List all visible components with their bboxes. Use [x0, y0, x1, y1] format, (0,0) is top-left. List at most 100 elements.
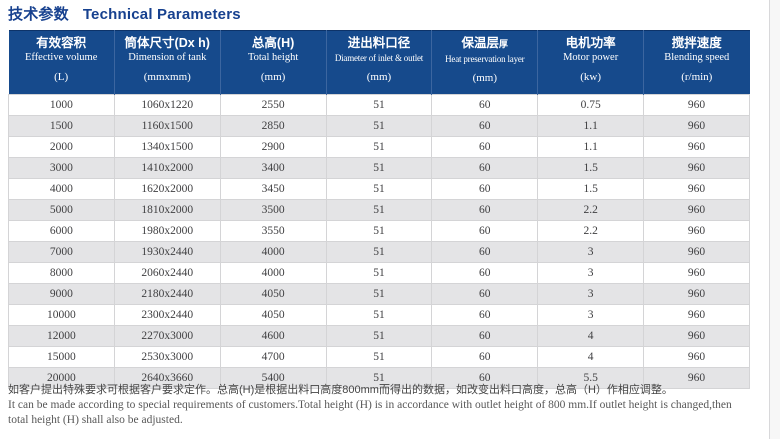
table-cell: 960 [643, 325, 750, 347]
column-header-en: Effective volume [24, 52, 98, 63]
table-cell: 60 [431, 283, 539, 305]
table-cell: 60 [431, 241, 539, 263]
table-cell: 51 [325, 136, 433, 158]
table-cell: 51 [325, 178, 433, 200]
table-cell: 4000 [219, 262, 327, 284]
table-cell: 1620x2000 [113, 178, 221, 200]
table-header-row: 有效容积 Effective volume (L) 筒体尺寸(Dx h) Dimensi… [8, 30, 750, 95]
column-header: 有效容积 Effective volume (L) [8, 30, 115, 95]
table-cell: 960 [643, 367, 750, 389]
table-cell: 60 [431, 304, 539, 326]
table-cell: 960 [643, 115, 750, 137]
column-header-unit: (mm) [366, 71, 392, 83]
table-cell: 4000 [219, 241, 327, 263]
table-cell: 10000 [8, 304, 115, 326]
table-cell: 1340x1500 [113, 136, 221, 158]
footer-notes: 如客户提出特殊要求可根据客户要求定作。总高(H)是根据出料口高度800mm而得出… [8, 383, 756, 428]
table-cell: 3450 [219, 178, 327, 200]
column-header-zh-suffix: 厚 [499, 39, 509, 49]
table-cell: 3 [537, 304, 645, 326]
table-cell: 60 [431, 262, 539, 284]
table-cell: 51 [325, 283, 433, 305]
table-cell: 1.1 [537, 115, 645, 137]
table-row: 12000 2270x3000 4600 51 60 4 960 [8, 325, 750, 347]
table-cell: 1.5 [537, 157, 645, 179]
footer-note-en-line1: It can be made according to special requ… [8, 399, 732, 411]
table-row: 1500 1160x1500 2850 51 60 1.1 960 [8, 115, 750, 137]
table-cell: 2850 [219, 115, 327, 137]
column-header: 搅拌速度 Blending speed (r/min) [643, 30, 750, 95]
table-cell: 8000 [8, 262, 115, 284]
column-header-zh: 筒体尺寸(Dx h) [124, 36, 210, 50]
table-cell: 1160x1500 [113, 115, 221, 137]
table-cell: 1930x2440 [113, 241, 221, 263]
table-cell: 5000 [8, 199, 115, 221]
table-row: 2000 1340x1500 2900 51 60 1.1 960 [8, 136, 750, 158]
column-header-zh: 电机功率 [565, 36, 616, 50]
table-cell: 2000 [8, 136, 115, 158]
page-title-en: Technical Parameters [82, 6, 241, 23]
table-cell: 4 [537, 325, 645, 347]
table-cell: 960 [643, 157, 750, 179]
table-cell: 51 [325, 325, 433, 347]
table-cell: 1.1 [537, 136, 645, 158]
table-cell: 2550 [219, 94, 327, 116]
table-cell: 20000 [8, 367, 115, 389]
table-cell: 1.5 [537, 178, 645, 200]
table-cell: 960 [643, 262, 750, 284]
table-cell: 3 [537, 283, 645, 305]
table-row: 4000 1620x2000 3450 51 60 1.5 960 [8, 178, 750, 200]
table-cell: 2640x3660 [113, 367, 221, 389]
table-cell: 51 [325, 220, 433, 242]
table-cell: 4000 [8, 178, 115, 200]
technical-parameters-table: 有效容积 Effective volume (L) 筒体尺寸(Dx h) Dimensi… [8, 30, 750, 389]
table-cell: 2270x3000 [113, 325, 221, 347]
table-cell: 1810x2000 [113, 199, 221, 221]
column-header-en: Blending speed [664, 52, 730, 63]
table-body: 1000 1060x1220 2550 51 60 0.75 960 1500 1160x150… [8, 94, 750, 389]
column-header: 电机功率 Motor power (kw) [537, 30, 645, 95]
column-header: 筒体尺寸(Dx h) Dimension of tank (mmxmm) [114, 30, 221, 95]
table-cell: 5.5 [537, 367, 645, 389]
table-cell: 51 [325, 199, 433, 221]
table-cell: 4050 [219, 283, 327, 305]
table-cell: 1060x1220 [113, 94, 221, 116]
table-cell: 1500 [8, 115, 115, 137]
table-cell: 0.75 [537, 94, 645, 116]
table-cell: 4700 [219, 346, 327, 368]
table-cell: 6000 [8, 220, 115, 242]
table-cell: 60 [431, 325, 539, 347]
table-cell: 60 [431, 136, 539, 158]
column-header-unit: (L) [54, 71, 69, 83]
table-cell: 51 [325, 367, 433, 389]
table-cell: 2.2 [537, 220, 645, 242]
column-header-en: Diameter of inlet & outlet [334, 53, 424, 63]
table-cell: 3000 [8, 157, 115, 179]
column-header-unit: (kw) [580, 71, 602, 83]
table-cell: 60 [431, 367, 539, 389]
table-row: 6000 1980x2000 3550 51 60 2.2 960 [8, 220, 750, 242]
table-cell: 51 [325, 241, 433, 263]
table-row: 8000 2060x2440 4000 51 60 3 960 [8, 262, 750, 284]
column-header-zh: 保温层厚 [461, 36, 509, 50]
table-cell: 960 [643, 283, 750, 305]
column-header-zh: 总高(H) [251, 36, 295, 50]
table-cell: 3550 [219, 220, 327, 242]
table-row: 9000 2180x2440 4050 51 60 3 960 [8, 283, 750, 305]
table-cell: 60 [431, 199, 539, 221]
table-cell: 51 [325, 94, 433, 116]
table-cell: 60 [431, 115, 539, 137]
column-header-zh: 有效容积 [36, 36, 87, 50]
table-cell: 3400 [219, 157, 327, 179]
table-cell: 9000 [8, 283, 115, 305]
table-cell: 2060x2440 [113, 262, 221, 284]
column-header-en: Motor power [563, 52, 619, 63]
table-cell: 4050 [219, 304, 327, 326]
table-cell: 60 [431, 178, 539, 200]
table-cell: 960 [643, 346, 750, 368]
table-cell: 3 [537, 241, 645, 263]
table-cell: 51 [325, 262, 433, 284]
table-row: 3000 1410x2000 3400 51 60 1.5 960 [8, 157, 750, 179]
footer-note-en-line2: total height (H) shall also be adjusted. [8, 414, 183, 426]
